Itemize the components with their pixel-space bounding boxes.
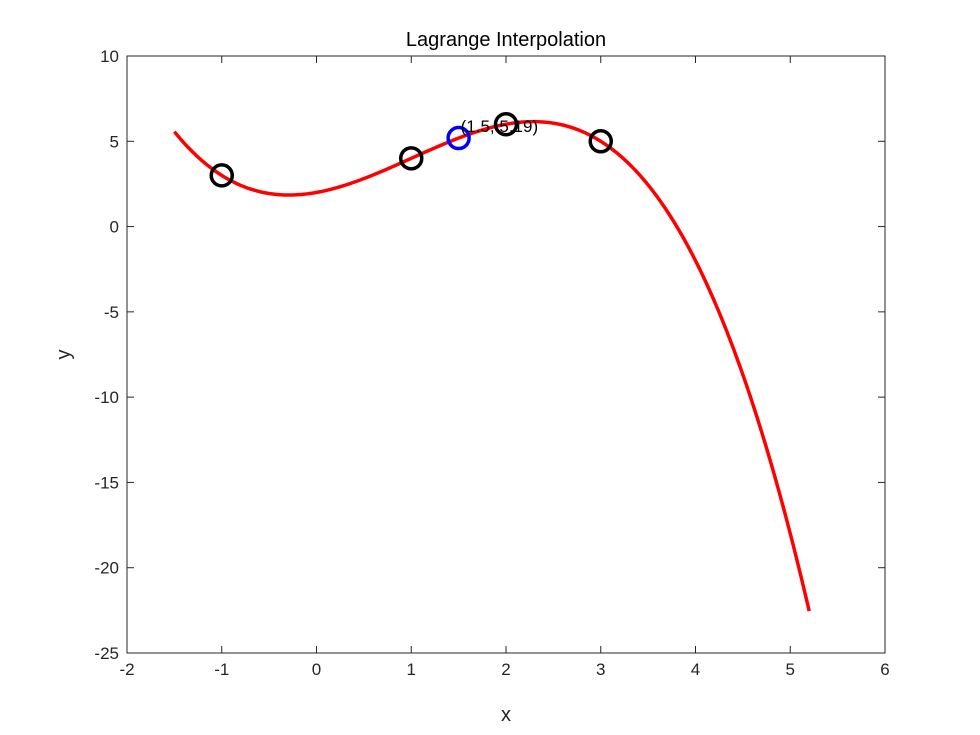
y-axis-label: y <box>53 350 75 360</box>
x-tick-label: -1 <box>214 660 229 679</box>
x-tick-label: 0 <box>312 660 321 679</box>
y-tick-label: -20 <box>94 559 119 578</box>
data-point-marker <box>493 111 519 137</box>
evaluated-point-marker <box>446 125 471 151</box>
x-tick-label: 6 <box>880 660 889 679</box>
marker-layer <box>209 111 613 188</box>
tick-layer <box>126 55 886 654</box>
chart-title: Lagrange Interpolation <box>406 29 606 51</box>
data-point-marker <box>399 146 424 171</box>
data-point-marker <box>588 129 613 154</box>
y-tick-label: -25 <box>94 644 119 663</box>
interpolation-curve <box>173 119 811 612</box>
x-tick-label: 3 <box>596 660 605 679</box>
x-axis-label: x <box>501 704 511 726</box>
x-tick-label: 4 <box>691 660 700 679</box>
x-tick-label: 1 <box>407 660 416 679</box>
y-tick-label: -15 <box>94 473 119 492</box>
y-tick-label: 10 <box>100 47 119 66</box>
annotation-label: (1.5, 5.19) <box>461 117 539 136</box>
y-tick-label: 5 <box>110 132 119 151</box>
plot-area <box>127 56 885 653</box>
curve-layer <box>173 119 811 612</box>
y-tick-label: -10 <box>94 388 119 407</box>
y-tick-label: -5 <box>104 303 119 322</box>
x-tick-label: -2 <box>119 660 134 679</box>
data-point-marker <box>209 163 234 188</box>
x-tick-label: 5 <box>786 660 795 679</box>
x-tick-label: 2 <box>501 660 510 679</box>
y-tick-label: 0 <box>110 218 119 237</box>
